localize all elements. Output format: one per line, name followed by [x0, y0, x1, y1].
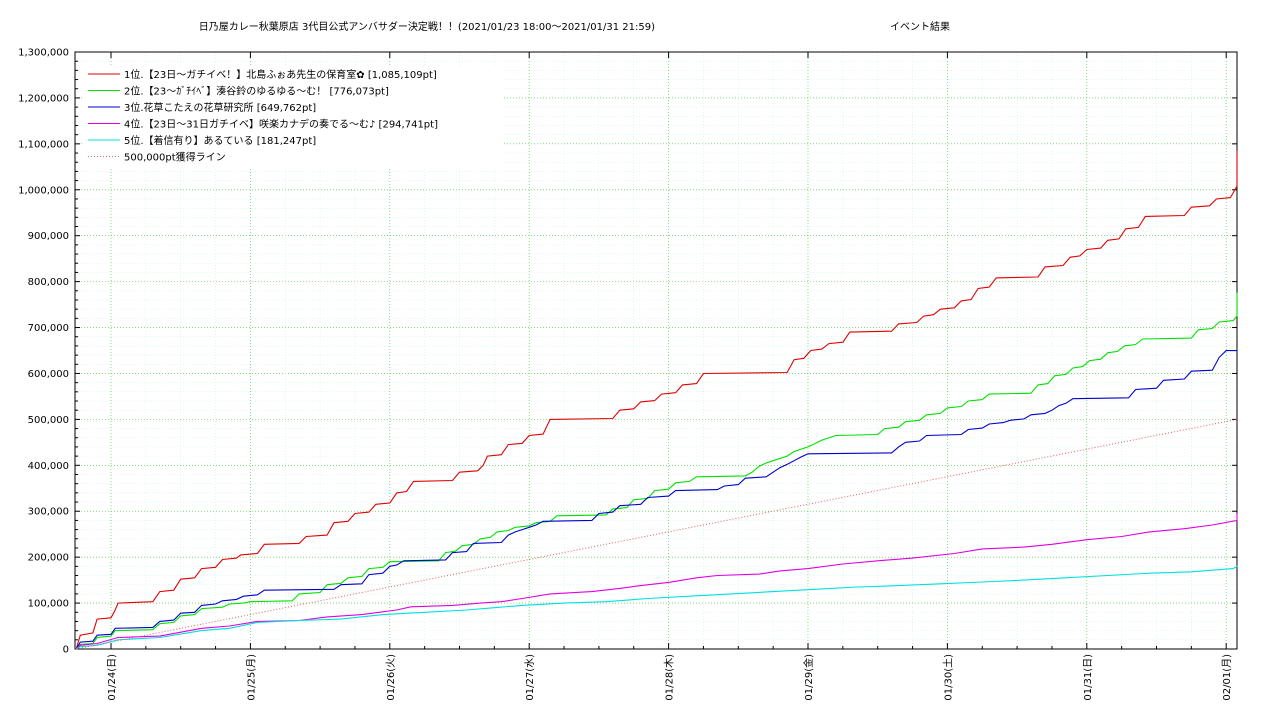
series-line-3 [75, 350, 1237, 650]
y-tick-label: 400,000 [28, 461, 69, 472]
series-line-2 [75, 292, 1238, 650]
y-tick-label: 200,000 [28, 553, 69, 564]
y-tick-label: 1,300,000 [18, 48, 69, 59]
axes: 0 100,000 200,000 300,000 400,000 500,000 600,… [18, 48, 1238, 701]
legend-background [82, 66, 502, 169]
x-tick-label: 02/01(月) [1221, 654, 1233, 701]
legend-label: 1位.【23日〜ガチイベ！】北島ふぉあ先生の保育室✿ [1,085,109pt] [124, 68, 437, 81]
x-tick-label: 01/29(金) [802, 654, 815, 701]
y-tick-label: 1,200,000 [18, 93, 69, 104]
y-tick-label: 900,000 [28, 231, 69, 242]
series-lines [75, 150, 1238, 650]
series-line-5 [75, 565, 1238, 650]
legend-label: 5位.【着信有り】あるている [181,247pt] [124, 134, 316, 147]
y-tick-label: 500,000 [28, 415, 69, 426]
y-tick-label: 800,000 [28, 277, 69, 288]
y-tick-label: 600,000 [28, 369, 69, 380]
y-tick-label: 1,100,000 [18, 139, 69, 150]
x-tick-label: 01/30(土) [941, 654, 954, 701]
legend-label: 3位.花草こたえの花草研究所 [649,762pt] [124, 101, 316, 114]
legend-label: 500,000pt獲得ライン [124, 151, 226, 164]
y-tick-label: 700,000 [28, 323, 69, 334]
y-tick-label: 1,000,000 [18, 185, 69, 196]
y-tick-label: 100,000 [28, 599, 69, 610]
y-tick-label: 0 [63, 645, 69, 656]
x-tick-label: 01/31(日) [1083, 654, 1094, 701]
x-tick-label: 01/27(水) [524, 654, 536, 701]
series-line-6 [76, 418, 1238, 650]
x-tick-label: 01/26(火) [385, 654, 397, 701]
y-tick-label: 300,000 [28, 507, 69, 518]
series-line-4 [75, 513, 1238, 650]
legend: 1位.【23日〜ガチイベ！】北島ふぉあ先生の保育室✿ [1,085,109pt]… [82, 66, 502, 169]
x-tick-label: 01/28(木) [664, 654, 676, 701]
chart-title: 日乃屋カレー秋葉原店 3代目公式アンバサダー決定戦！！(2021/01/23 1… [199, 20, 655, 33]
x-tick-label: 01/25(月) [245, 654, 257, 701]
series-line-1 [75, 150, 1238, 650]
legend-label: 4位.【23日〜31日ガチイベ】咲楽カナデの奏でる〜む♪ [294,741pt] [124, 118, 438, 131]
x-tick-label: 01/24(日) [107, 654, 118, 701]
chart-subtitle: イベント結果 [890, 20, 950, 33]
legend-label: 2位.【23〜ｶﾞﾁｲﾍﾞ】湊谷鈴のゆるゆる〜む！ [776,073pt] [124, 85, 389, 98]
